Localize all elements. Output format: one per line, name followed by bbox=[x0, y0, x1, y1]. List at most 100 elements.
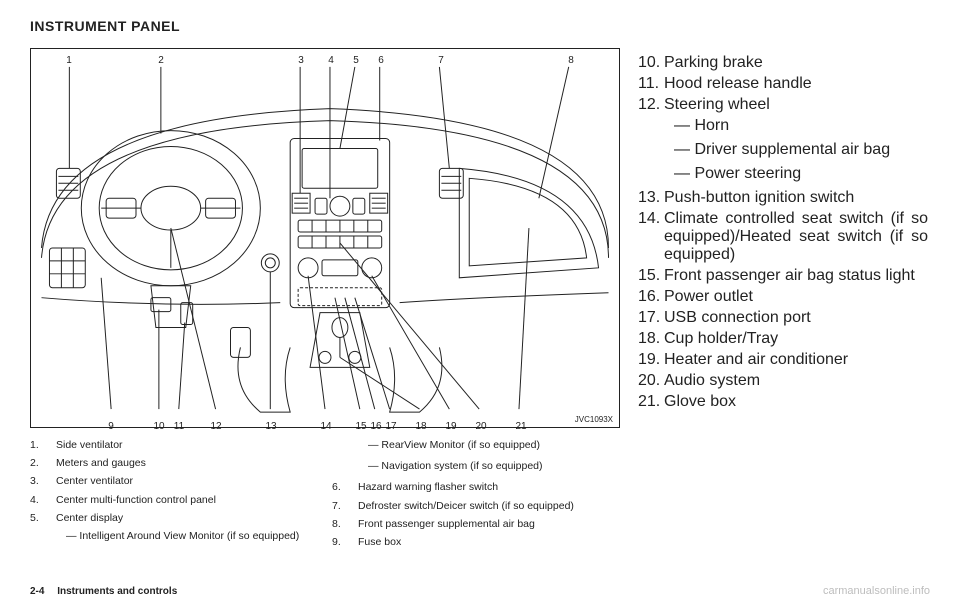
item-number: 17. bbox=[638, 309, 654, 327]
item-number: 16. bbox=[638, 288, 654, 306]
list-item: 20. Audio system bbox=[638, 372, 928, 390]
item-number: 12. bbox=[638, 96, 654, 114]
list-item: 13. Push-button ignition switch bbox=[638, 189, 928, 207]
callout-number: 4 bbox=[328, 55, 334, 66]
item-text: USB connection port bbox=[664, 309, 928, 327]
page-number: 2-4 bbox=[30, 586, 44, 597]
dashboard-svg bbox=[31, 49, 619, 427]
list-item: 4. Center multi-function control panel bbox=[30, 493, 318, 508]
item-number: 7. bbox=[332, 499, 348, 514]
list-item: 18. Cup holder/Tray bbox=[638, 330, 928, 348]
list-item: 6.Hazard warning flasher switch bbox=[332, 480, 620, 495]
sub-text: — Power steering bbox=[664, 165, 928, 183]
list-sub-item: — Power steering bbox=[638, 165, 928, 186]
item-number: 18. bbox=[638, 330, 654, 348]
legend-col-1: 1.Side ventilator2.Meters and gauges3.Ce… bbox=[30, 438, 318, 553]
item-text: Defroster switch/Deicer switch (if so eq… bbox=[358, 499, 620, 514]
item-text: Hood release handle bbox=[664, 75, 928, 93]
list-item: 19.Heater and air conditioner bbox=[638, 351, 928, 369]
item-number: 15. bbox=[638, 267, 654, 285]
callout-number: 7 bbox=[438, 55, 444, 66]
watermark: carmanualsonline.info bbox=[823, 585, 930, 597]
item-text: Front passenger air bag status light bbox=[664, 267, 928, 285]
item-number: 8. bbox=[332, 517, 348, 532]
list-item: 21.Glove box bbox=[638, 393, 928, 411]
image-code: JVC1093X bbox=[575, 415, 613, 424]
main-content: 12345678 9101112131415161718192021 JVC10… bbox=[30, 48, 930, 553]
sub-text: — Navigation system (if so equipped) bbox=[358, 459, 620, 474]
list-sub-item: — Navigation system (if so equipped) bbox=[332, 459, 620, 477]
callout-number: 2 bbox=[158, 55, 164, 66]
callout-number: 20 bbox=[475, 421, 486, 432]
list-sub-item: — RearView Monitor (if so equipped) bbox=[332, 438, 620, 456]
list-item: 1. Side ventilator bbox=[30, 438, 318, 453]
list-item: 17. USB connection port bbox=[638, 309, 928, 327]
callout-number: 5 bbox=[353, 55, 359, 66]
item-number: 14. bbox=[638, 210, 654, 264]
page-footer: 2-4 Instruments and controls bbox=[30, 586, 177, 597]
list-sub-item: — Driver supplemental air bag bbox=[638, 141, 928, 162]
callout-number: 17 bbox=[385, 421, 396, 432]
item-text: Side ventilator bbox=[56, 438, 318, 453]
list-item: 9. Fuse box bbox=[332, 535, 620, 550]
callout-number: 8 bbox=[568, 55, 574, 66]
list-item: 10. Parking brake bbox=[638, 54, 928, 72]
item-number: 21. bbox=[638, 393, 654, 411]
item-number: 9. bbox=[332, 535, 348, 550]
item-number: 10. bbox=[638, 54, 654, 72]
left-column: 12345678 9101112131415161718192021 JVC10… bbox=[30, 48, 620, 553]
list-item: 16. Power outlet bbox=[638, 288, 928, 306]
item-number: 2. bbox=[30, 456, 46, 471]
item-text: Parking brake bbox=[664, 54, 928, 72]
sub-text: — Horn bbox=[664, 117, 928, 135]
item-number: 1. bbox=[30, 438, 46, 453]
item-text: Cup holder/Tray bbox=[664, 330, 928, 348]
callout-number: 14 bbox=[320, 421, 331, 432]
item-text: Push-button ignition switch bbox=[664, 189, 928, 207]
item-text: Climate controlled seat switch (if so eq… bbox=[664, 210, 928, 264]
item-text: Fuse box bbox=[358, 535, 620, 550]
list-sub-item: — Intelligent Around View Monitor (if so… bbox=[30, 529, 318, 547]
list-item: 2. Meters and gauges bbox=[30, 456, 318, 471]
callout-number: 3 bbox=[298, 55, 304, 66]
item-number: 4. bbox=[30, 493, 46, 508]
list-item: 14. Climate controlled seat switch (if so… bbox=[638, 210, 928, 264]
right-column-list: 10. Parking brake 11. Hood release handle 12… bbox=[638, 48, 928, 553]
page-title: INSTRUMENT PANEL bbox=[30, 18, 930, 34]
list-item: 15. Front passenger air bag status light bbox=[638, 267, 928, 285]
item-number: 11. bbox=[638, 75, 654, 93]
list-item: 3.Center ventilator bbox=[30, 474, 318, 489]
item-text: Heater and air conditioner bbox=[664, 351, 928, 369]
callout-number: 11 bbox=[174, 421, 184, 432]
callout-number: 12 bbox=[210, 421, 221, 432]
callout-number: 6 bbox=[378, 55, 384, 66]
item-text: Center display bbox=[56, 511, 318, 526]
list-item: 12. Steering wheel bbox=[638, 96, 928, 114]
item-number: 5. bbox=[30, 511, 46, 526]
callout-number: 21 bbox=[515, 421, 526, 432]
item-text: Hazard warning flasher switch bbox=[358, 480, 620, 495]
item-text: Front passenger supplemental air bag bbox=[358, 517, 620, 532]
item-number: 3. bbox=[30, 474, 46, 489]
item-text: Steering wheel bbox=[664, 96, 928, 114]
item-text: Center multi-function control panel bbox=[56, 493, 318, 508]
callout-number: 13 bbox=[265, 421, 276, 432]
sub-text: — RearView Monitor (if so equipped) bbox=[358, 438, 620, 453]
callout-number: 1 bbox=[66, 55, 72, 66]
list-item: 5. Center display bbox=[30, 511, 318, 526]
callout-number: 18 bbox=[415, 421, 426, 432]
list-item: 11. Hood release handle bbox=[638, 75, 928, 93]
callout-number: 16 bbox=[370, 421, 381, 432]
item-text: Meters and gauges bbox=[56, 456, 318, 471]
sub-text: — Driver supplemental air bag bbox=[664, 141, 928, 159]
section-name: Instruments and controls bbox=[57, 586, 177, 597]
item-text: Power outlet bbox=[664, 288, 928, 306]
callout-number: 15 bbox=[355, 421, 366, 432]
item-number: 13. bbox=[638, 189, 654, 207]
callout-number: 19 bbox=[445, 421, 456, 432]
item-text: Audio system bbox=[664, 372, 928, 390]
list-item: 7. Defroster switch/Deicer switch (if so … bbox=[332, 499, 620, 514]
list-item: 8. Front passenger supplemental air bag bbox=[332, 517, 620, 532]
item-number: 20. bbox=[638, 372, 654, 390]
legend-col-2: — RearView Monitor (if so equipped) — Nav… bbox=[332, 438, 620, 553]
